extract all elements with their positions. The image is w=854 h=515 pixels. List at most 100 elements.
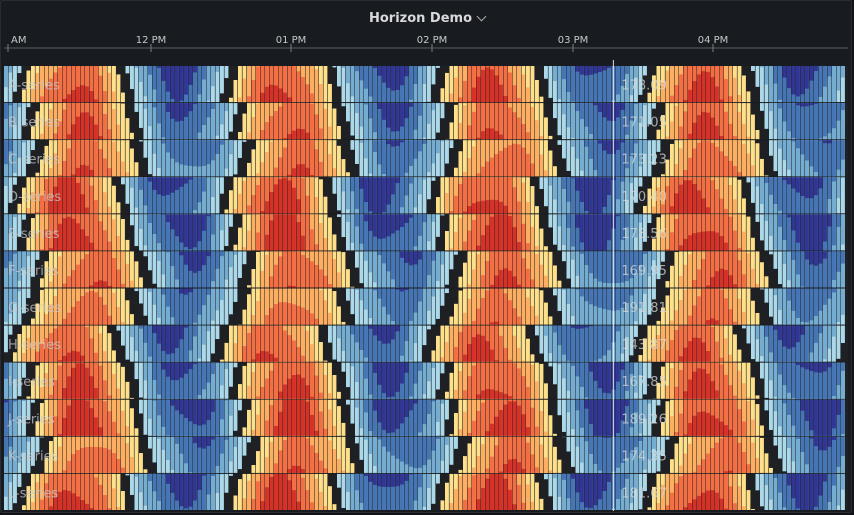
horizon-bar: [409, 103, 413, 140]
horizon-bar: [512, 363, 517, 399]
horizon-bar: [818, 103, 823, 139]
horizon-bar: [544, 325, 548, 362]
horizon-bar: [634, 140, 638, 144]
horizon-bar: [566, 251, 571, 279]
horizon-bar: [116, 74, 121, 103]
horizon-bar: [283, 384, 287, 399]
horizon-bar: [742, 143, 746, 177]
horizon-bar: [274, 264, 278, 288]
horizon-bar: [818, 325, 823, 334]
horizon-bar: [665, 295, 670, 325]
horizon-bar: [647, 140, 652, 142]
horizon-bar: [130, 325, 134, 362]
horizon-bar: [323, 300, 328, 325]
horizon-bar: [265, 254, 269, 288]
horizon-bar: [292, 187, 296, 214]
horizon-bar: [364, 103, 368, 140]
horizon-bar: [575, 103, 580, 140]
horizon-bar: [310, 229, 314, 251]
horizon-bar: [8, 251, 13, 288]
horizon-bar: [8, 103, 13, 140]
horizon-bar: [98, 399, 103, 436]
horizon-bar: [157, 214, 161, 244]
horizon-bar: [4, 177, 8, 186]
horizon-row[interactable]: H-series 143.87: [4, 325, 848, 362]
horizon-bar: [692, 184, 697, 214]
horizon-bar: [706, 285, 710, 288]
horizon-bar: [40, 387, 44, 399]
horizon-bar: [589, 177, 593, 214]
horizon-row[interactable]: G-series 191.81: [4, 288, 848, 325]
horizon-bar: [791, 214, 796, 231]
horizon-row[interactable]: C-series 173.23: [4, 140, 848, 177]
horizon-bar: [679, 214, 683, 251]
horizon-bar: [395, 362, 400, 392]
horizon-bar: [134, 214, 139, 247]
horizon-bar: [548, 251, 553, 288]
horizon-bar: [661, 82, 665, 103]
horizon-bar: [827, 362, 832, 368]
horizon-bar: [193, 66, 197, 73]
horizon-bar: [314, 288, 319, 325]
horizon-bar: [301, 214, 305, 251]
horizon-bar: [224, 103, 229, 140]
horizon-bar: [679, 245, 683, 251]
horizon-bar: [593, 140, 598, 171]
horizon-bar: [269, 405, 274, 436]
horizon-bar: [125, 118, 130, 140]
horizon-row[interactable]: A-series 178.09: [4, 66, 848, 103]
horizon-bar: [341, 103, 346, 107]
horizon-bar: [166, 140, 170, 177]
horizon-bar: [377, 325, 382, 341]
horizon-bar: [481, 390, 485, 399]
horizon-bar: [103, 192, 107, 214]
horizon-bar: [13, 66, 17, 92]
horizon-bar: [782, 251, 787, 288]
horizon-bar: [751, 325, 755, 360]
horizon-bar: [139, 214, 143, 229]
horizon-bar: [593, 325, 598, 361]
horizon-row[interactable]: J-series 189.26: [4, 399, 848, 436]
horizon-bar: [125, 66, 130, 74]
horizon-bar: [422, 214, 427, 223]
horizon-bar: [310, 396, 314, 399]
horizon-bar: [355, 214, 359, 227]
horizon-bar: [175, 214, 179, 237]
horizon-bar: [517, 284, 521, 288]
horizon-bar: [841, 66, 845, 103]
horizon-bar: [62, 160, 67, 177]
horizon-bar: [485, 128, 490, 140]
horizon-bar: [404, 251, 409, 263]
horizon-bar: [283, 177, 287, 214]
horizon-bar: [229, 140, 233, 155]
horizon-bar: [76, 223, 80, 251]
horizon-row[interactable]: I-series 167.85: [4, 362, 848, 399]
horizon-bar: [373, 399, 377, 411]
horizon-bar: [521, 147, 526, 177]
horizon-row[interactable]: F-series 169.95: [4, 251, 848, 288]
horizon-bar: [710, 277, 715, 288]
horizon-bar: [634, 66, 638, 78]
horizon-bar: [670, 121, 674, 140]
panel-title-menu[interactable]: Horizon Demo: [369, 11, 487, 26]
horizon-bar: [26, 140, 31, 164]
horizon-bar: [44, 121, 49, 140]
horizon-bar: [512, 335, 517, 362]
horizon-bar: [517, 251, 521, 288]
horizon-bar: [814, 325, 818, 343]
horizon-bar: [746, 103, 751, 140]
horizon-bar: [193, 362, 197, 365]
horizon-bar: [143, 325, 148, 362]
horizon-bar: [107, 103, 112, 140]
horizon-bar: [395, 325, 400, 332]
horizon-row[interactable]: E-series 178.56: [4, 214, 848, 251]
horizon-bar: [791, 140, 796, 142]
horizon-bar: [22, 214, 26, 220]
horizon-bar: [746, 397, 751, 399]
horizon-row[interactable]: B-series 171.05: [4, 103, 848, 140]
horizon-bar: [598, 66, 602, 103]
horizon-row[interactable]: D-series 170.40: [4, 177, 848, 214]
horizon-bar: [517, 201, 521, 214]
horizon-bar: [346, 214, 350, 251]
